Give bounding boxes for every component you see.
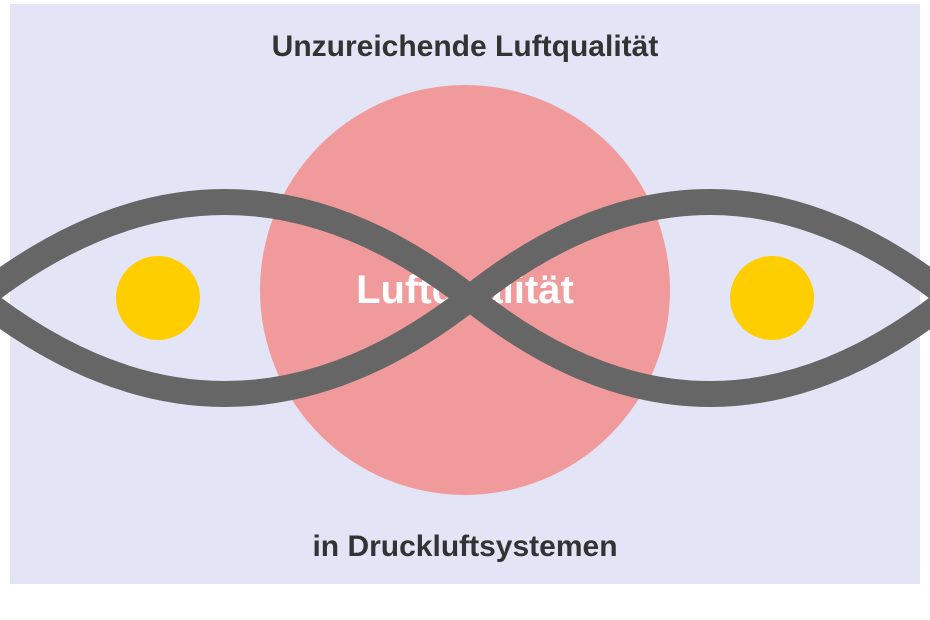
- left-eye-outline: [0, 202, 470, 394]
- title-bottom: in Druckluftsystemen: [0, 530, 930, 564]
- diagram-stage: Luftqualität Unzureichende Luftqualität …: [0, 0, 930, 620]
- left-eye-dot: [116, 256, 200, 340]
- eyes-overlay: [0, 0, 930, 620]
- right-eye-dot: [730, 256, 814, 340]
- title-top: Unzureichende Luftqualität: [0, 30, 930, 64]
- right-eye-outline: [470, 202, 930, 394]
